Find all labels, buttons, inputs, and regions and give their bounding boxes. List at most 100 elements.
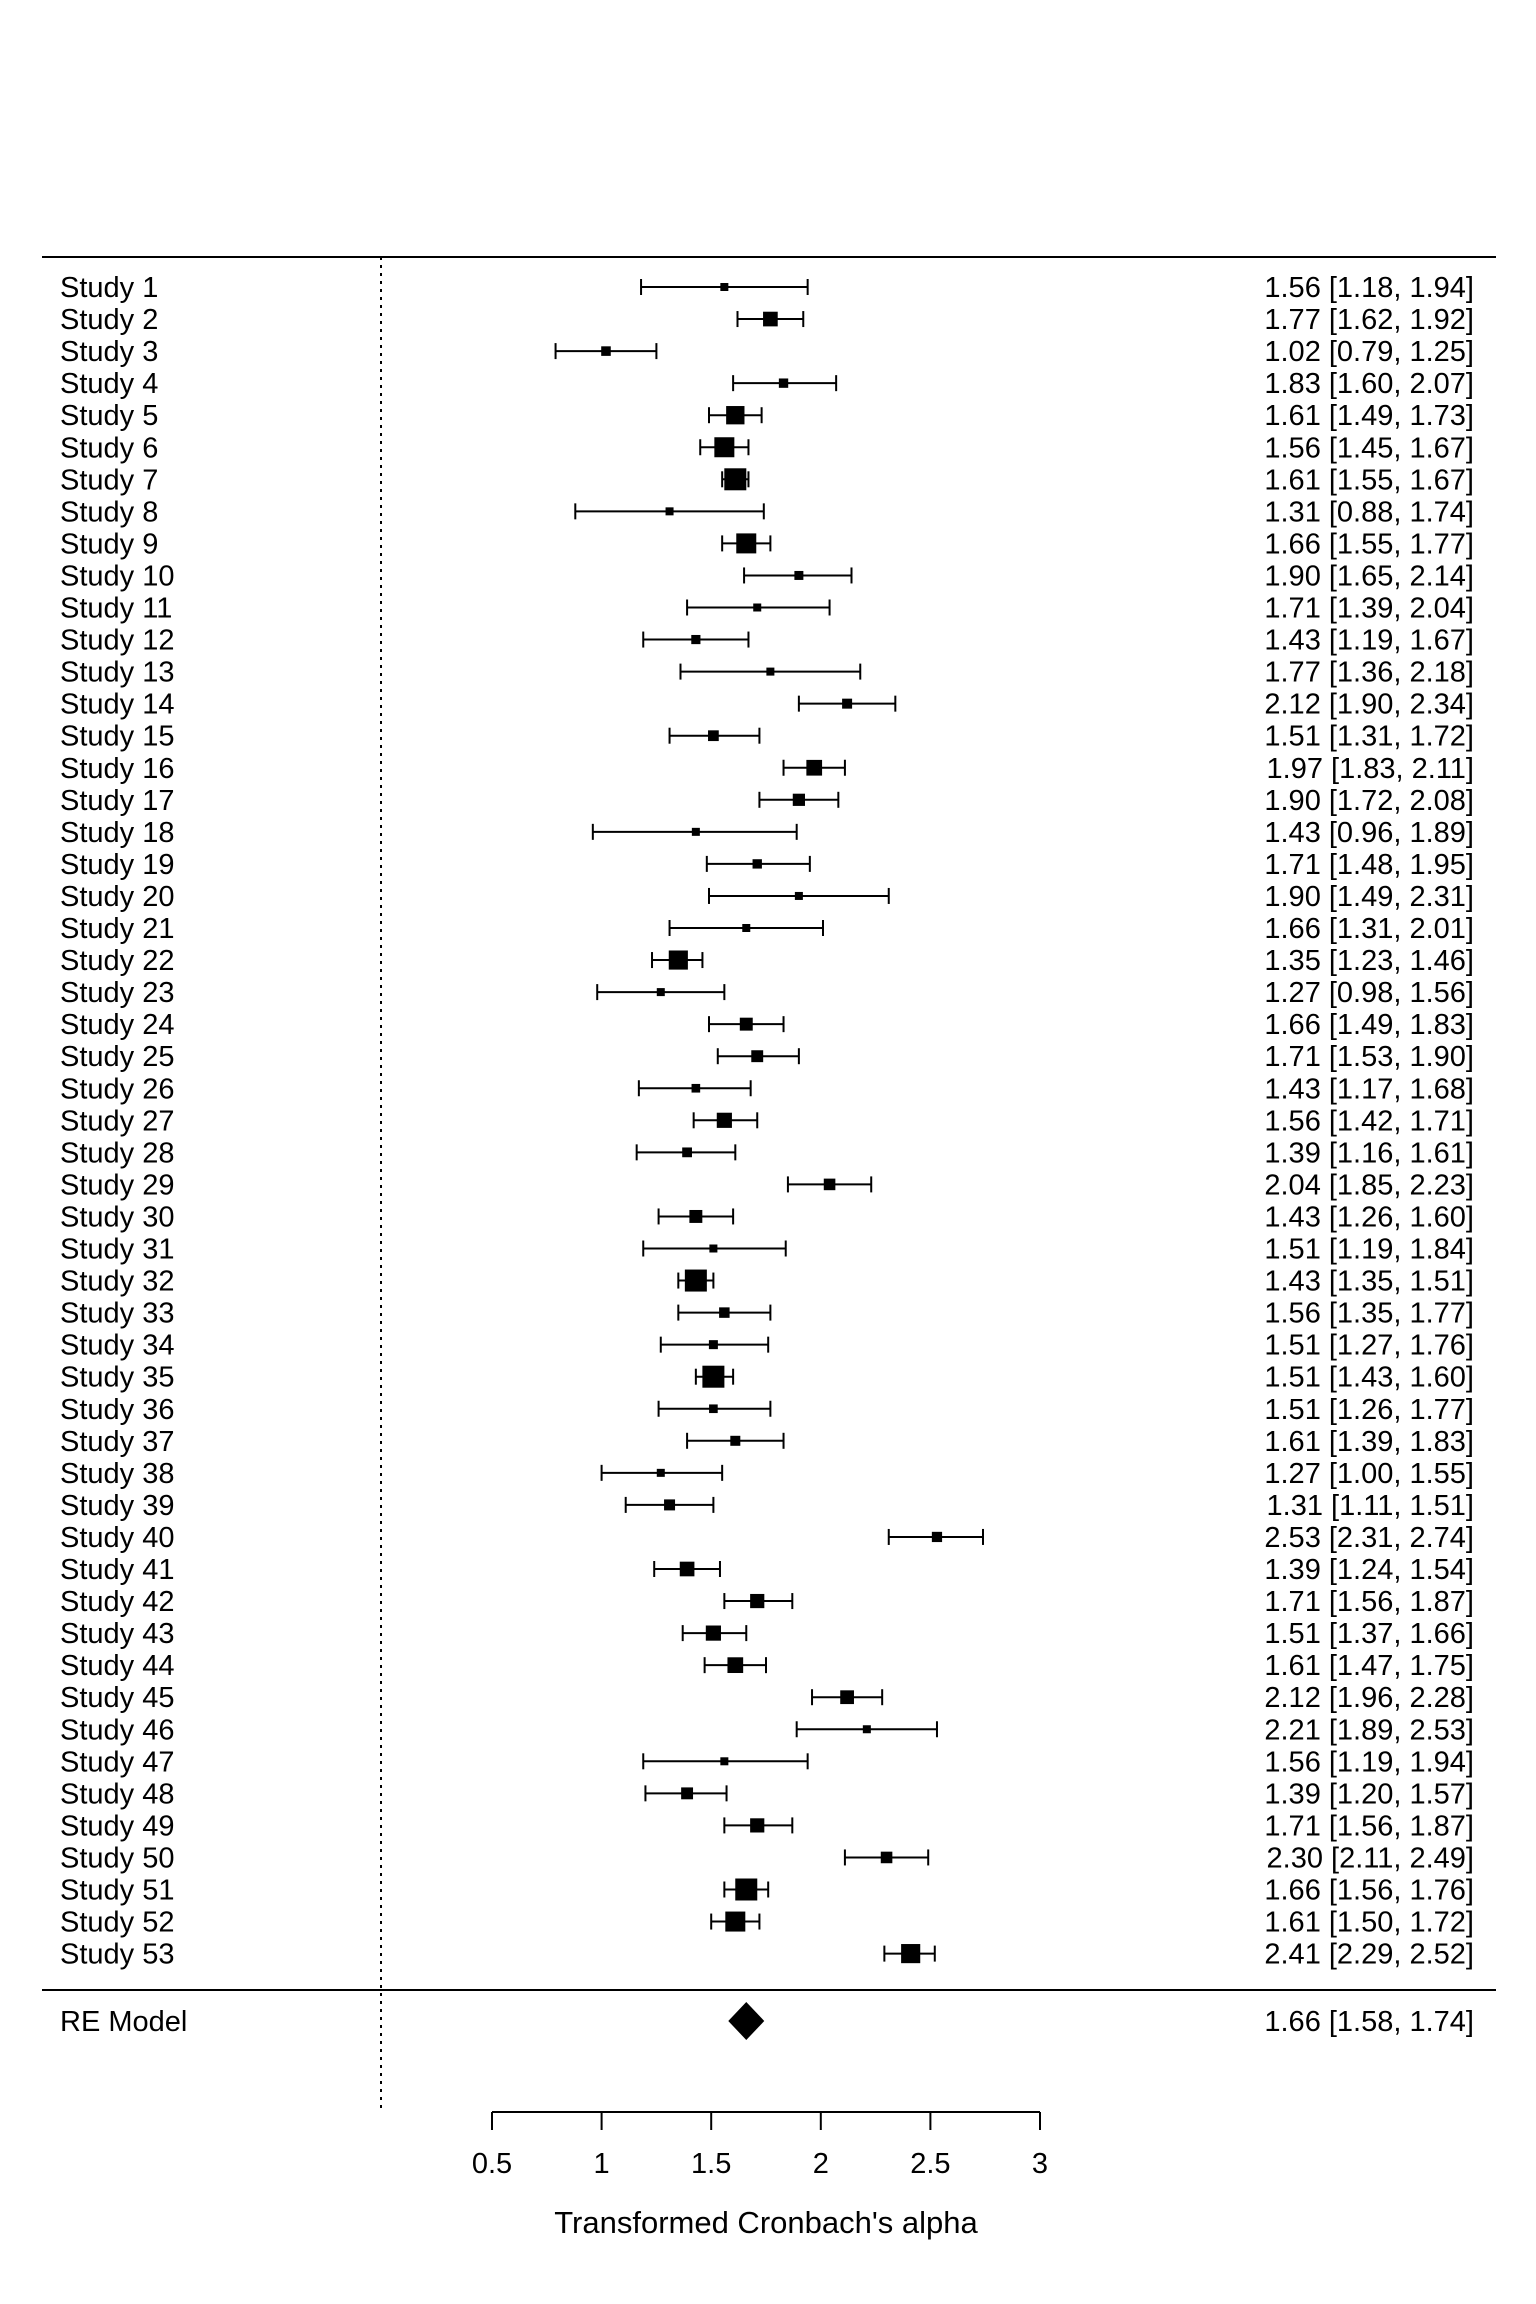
study-row: Study 23 1.27 [0.98, 1.56]	[60, 977, 1474, 1009]
estimate-ci-text: 1.66 [1.56, 1.76]	[1264, 1875, 1474, 1907]
x-tick-label: 1.5	[691, 2148, 731, 2180]
estimate-ci-text: 1.77 [1.62, 1.92]	[1264, 304, 1474, 336]
estimate-ci-text: 2.41 [2.29, 2.52]	[1264, 1939, 1474, 1971]
study-row: Study 43 1.51 [1.37, 1.66]	[60, 1618, 1474, 1650]
summary-row: RE Model 1.66 [1.58, 1.74]	[60, 2002, 1474, 2040]
x-tick-label: 2	[813, 2148, 829, 2180]
estimate-ci-text: 1.39 [1.16, 1.61]	[1264, 1137, 1474, 1169]
study-row: Study 38 1.27 [1.00, 1.55]	[60, 1458, 1474, 1490]
study-label: Study 29	[60, 1169, 174, 1201]
estimate-square	[656, 988, 665, 997]
estimate-ci-text: 1.43 [1.17, 1.68]	[1264, 1073, 1474, 1105]
study-label: Study 3	[60, 336, 158, 368]
estimate-square	[750, 1593, 765, 1609]
estimate-ci-text: 1.90 [1.49, 2.31]	[1264, 881, 1474, 913]
estimate-square	[730, 1435, 741, 1446]
study-label: Study 53	[60, 1939, 174, 1971]
estimate-square	[726, 406, 745, 425]
study-row: Study 12 1.43 [1.19, 1.67]	[60, 625, 1474, 657]
study-row: Study 19 1.71 [1.48, 1.95]	[60, 849, 1474, 881]
study-row: Study 44 1.61 [1.47, 1.75]	[60, 1650, 1474, 1682]
estimate-square	[681, 1787, 694, 1800]
estimate-square	[901, 1944, 921, 1964]
study-label: Study 18	[60, 817, 174, 849]
study-label: Study 23	[60, 977, 174, 1009]
estimate-square	[751, 1050, 764, 1063]
study-row: Study 27 1.56 [1.42, 1.71]	[60, 1105, 1474, 1137]
study-row: Study 35 1.51 [1.43, 1.60]	[60, 1362, 1474, 1394]
study-row: Study 42 1.71 [1.56, 1.87]	[60, 1586, 1474, 1618]
study-label: Study 2	[60, 304, 158, 336]
estimate-ci-text: 1.83 [1.60, 2.07]	[1264, 368, 1474, 400]
study-row: Study 29 2.04 [1.85, 2.23]	[60, 1169, 1474, 1201]
x-tick-label: 1	[594, 2148, 610, 2180]
estimate-ci-text: 2.53 [2.31, 2.74]	[1264, 1522, 1474, 1554]
estimate-square	[739, 1017, 753, 1031]
study-label: Study 1	[60, 272, 158, 304]
x-tick-label: 2.5	[910, 2148, 950, 2180]
estimate-square	[716, 1112, 732, 1128]
study-label: Study 4	[60, 368, 158, 400]
study-row: Study 8 1.31 [0.88, 1.74]	[60, 496, 1474, 528]
study-label: Study 19	[60, 849, 174, 881]
estimate-ci-text: 1.39 [1.20, 1.57]	[1264, 1778, 1474, 1810]
study-label: Study 46	[60, 1714, 174, 1746]
estimate-ci-text: 2.30 [2.11, 2.49]	[1267, 1842, 1474, 1874]
estimate-square	[719, 1307, 730, 1318]
study-label: Study 39	[60, 1490, 174, 1522]
estimate-square	[679, 1561, 695, 1577]
estimate-square	[725, 1911, 746, 1932]
estimate-ci-text: 1.31 [1.11, 1.51]	[1267, 1490, 1474, 1522]
study-label: Study 32	[60, 1266, 174, 1298]
study-label: Study 22	[60, 945, 174, 977]
estimate-ci-text: 1.61 [1.55, 1.67]	[1264, 464, 1474, 496]
summary-diamond	[728, 2002, 765, 2040]
study-row: Study 33 1.56 [1.35, 1.77]	[60, 1298, 1474, 1330]
study-label: Study 5	[60, 400, 158, 432]
study-row: Study 31 1.51 [1.19, 1.84]	[60, 1234, 1474, 1266]
study-row: Study 3 1.02 [0.79, 1.25]	[60, 336, 1474, 368]
estimate-ci-text: 1.02 [0.79, 1.25]	[1264, 336, 1474, 368]
estimate-square	[794, 570, 804, 580]
estimate-square	[664, 1499, 676, 1511]
study-label: Study 33	[60, 1298, 174, 1330]
study-label: Study 14	[60, 689, 174, 721]
estimate-square	[763, 311, 778, 327]
estimate-square	[742, 924, 751, 932]
estimate-ci-text: 1.56 [1.35, 1.77]	[1264, 1298, 1474, 1330]
estimate-square	[691, 634, 701, 645]
study-row: Study 25 1.71 [1.53, 1.90]	[60, 1041, 1474, 1073]
study-row: Study 30 1.43 [1.26, 1.60]	[60, 1201, 1474, 1233]
study-row: Study 21 1.66 [1.31, 2.01]	[60, 913, 1474, 945]
study-label: Study 17	[60, 785, 174, 817]
estimate-ci-text: 2.12 [1.90, 2.34]	[1264, 689, 1474, 721]
estimate-square	[792, 793, 805, 806]
study-row: Study 18 1.43 [0.96, 1.89]	[60, 817, 1474, 849]
study-label: Study 15	[60, 721, 174, 753]
estimate-ci-text: 1.77 [1.36, 2.18]	[1264, 657, 1474, 689]
x-tick-label: 3	[1032, 2148, 1048, 2180]
study-label: Study 43	[60, 1618, 174, 1650]
study-label: Study 52	[60, 1907, 174, 1939]
study-row: Study 26 1.43 [1.17, 1.68]	[60, 1073, 1474, 1105]
estimate-square	[840, 1690, 854, 1705]
estimate-square	[689, 1209, 703, 1223]
study-row: Study 48 1.39 [1.20, 1.57]	[60, 1778, 1474, 1810]
study-row: Study 22 1.35 [1.23, 1.46]	[60, 945, 1474, 977]
study-label: Study 50	[60, 1842, 174, 1874]
estimate-square	[736, 533, 757, 554]
study-row: Study 51 1.66 [1.56, 1.76]	[60, 1875, 1474, 1907]
study-row: Study 32 1.43 [1.35, 1.51]	[60, 1266, 1474, 1298]
study-label: Study 30	[60, 1201, 174, 1233]
estimate-ci-text: 1.43 [1.26, 1.60]	[1264, 1201, 1474, 1233]
study-row: Study 45 2.12 [1.96, 2.28]	[60, 1682, 1474, 1714]
estimate-square	[724, 468, 747, 491]
study-label: Study 51	[60, 1875, 174, 1907]
study-label: Study 27	[60, 1105, 174, 1137]
x-tick-label: 0.5	[472, 2148, 512, 2180]
estimate-ci-text: 1.61 [1.50, 1.72]	[1264, 1907, 1474, 1939]
study-label: Study 26	[60, 1073, 174, 1105]
study-row: Study 9 1.66 [1.55, 1.77]	[60, 528, 1474, 560]
estimate-ci-text: 1.51 [1.27, 1.76]	[1264, 1330, 1474, 1362]
study-label: Study 20	[60, 881, 174, 913]
